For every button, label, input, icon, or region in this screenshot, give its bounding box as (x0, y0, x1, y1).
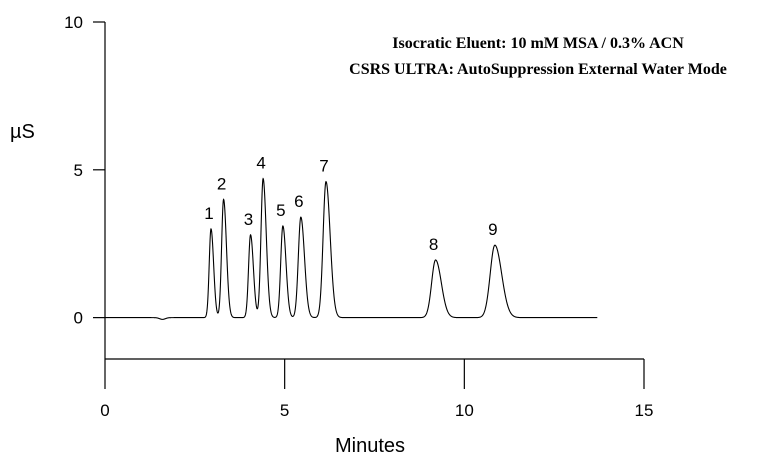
peak-label-3: 3 (244, 210, 253, 229)
peak-label-5: 5 (276, 201, 285, 220)
peak-label-6: 6 (294, 192, 303, 211)
peak-label-7: 7 (319, 157, 328, 176)
y-axis-label: µS (10, 121, 35, 143)
peak-label-2: 2 (217, 174, 226, 193)
peak-labels: 123 4 5 67 8 9 (204, 154, 497, 254)
chromatogram-trace (105, 177, 598, 320)
x-tick-label: 5 (280, 401, 289, 420)
x-tick-label: 15 (635, 401, 654, 420)
x-tick-label: 10 (455, 401, 474, 420)
peak-label-8: 8 (429, 235, 438, 254)
peak-label-9: 9 (488, 220, 497, 239)
x-axis-label: Minutes (335, 435, 405, 457)
x-tick-label: 0 (100, 401, 109, 420)
suppressor-annotation: CSRS ULTRA: AutoSuppression External Wat… (349, 61, 727, 78)
peak-label-1: 1 (204, 204, 213, 223)
axes (104, 22, 644, 360)
y-tick-label: 5 (74, 161, 83, 180)
peak-label-4: 4 (256, 154, 265, 173)
y-tick-label: 10 (64, 13, 83, 32)
y-tick-label: 0 (74, 309, 83, 328)
eluent-annotation: Isocratic Eluent: 10 mM MSA / 0.3% ACN (392, 35, 684, 52)
